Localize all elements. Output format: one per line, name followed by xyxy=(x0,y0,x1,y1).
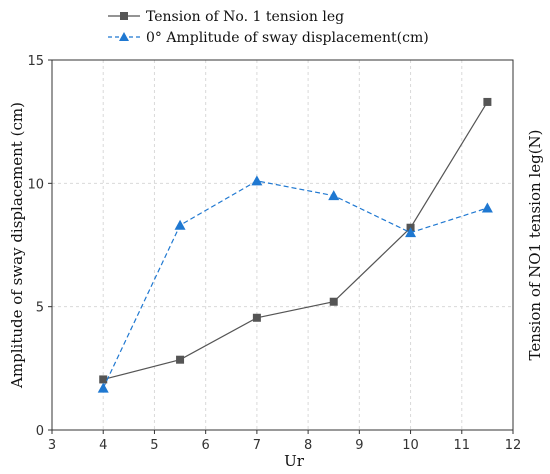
y-axis-label-right: Tension of NO1 tension leg(N) xyxy=(526,129,544,360)
data-point-triangle xyxy=(97,382,109,393)
legend-label-tension: Tension of No. 1 tension leg xyxy=(146,9,344,25)
series-amplitude xyxy=(97,175,493,393)
data-point-square xyxy=(483,97,492,106)
x-tick-label: 5 xyxy=(150,438,158,453)
legend-label-amplitude: 0° Amplitude of sway displacement(cm) xyxy=(146,30,429,46)
data-point-triangle xyxy=(174,219,186,230)
data-point-square xyxy=(99,375,108,384)
y-tick-label: 5 xyxy=(36,301,44,316)
plot-frame xyxy=(51,59,514,431)
x-tick-label: 8 xyxy=(304,438,312,453)
series-layer xyxy=(97,97,493,393)
data-point-triangle xyxy=(481,202,493,213)
x-tick-label: 4 xyxy=(99,438,107,453)
legend-item-tension: Tension of No. 1 tension leg xyxy=(108,9,344,25)
y-tick-label: 10 xyxy=(27,177,44,192)
data-point-triangle xyxy=(328,190,340,201)
x-tick-label: 7 xyxy=(253,438,261,453)
x-tick-label: 3 xyxy=(48,438,56,453)
data-point-square xyxy=(329,297,338,306)
x-tick-label: 9 xyxy=(355,438,363,453)
series-line xyxy=(102,180,488,389)
y-tick-label: 15 xyxy=(27,54,44,69)
data-point-triangle xyxy=(251,175,263,186)
x-tick-label: 10 xyxy=(402,438,419,453)
x-tick-label: 11 xyxy=(454,438,471,453)
legend-marker-triangle xyxy=(119,32,129,41)
data-point-square xyxy=(176,355,185,364)
data-point-triangle xyxy=(405,227,417,238)
series-line xyxy=(103,101,488,381)
x-tick-label: 6 xyxy=(202,438,210,453)
y-axis-ticks: 0 5 10 15 xyxy=(27,54,52,439)
x-axis-label: Ur xyxy=(284,452,305,470)
legend-marker-square xyxy=(120,12,128,20)
legend-item-amplitude: 0° Amplitude of sway displacement(cm) xyxy=(108,30,429,46)
y-tick-label: 0 xyxy=(36,424,44,439)
data-point-square xyxy=(252,313,261,322)
y-axis-label-left: Amplitude of sway displacement (cm) xyxy=(8,102,26,389)
x-axis-ticks: 3 4 5 6 7 8 9 10 11 12 xyxy=(48,430,521,453)
x-tick-label: 12 xyxy=(505,438,522,453)
legend: Tension of No. 1 tension leg 0° Amplitud… xyxy=(108,9,429,46)
